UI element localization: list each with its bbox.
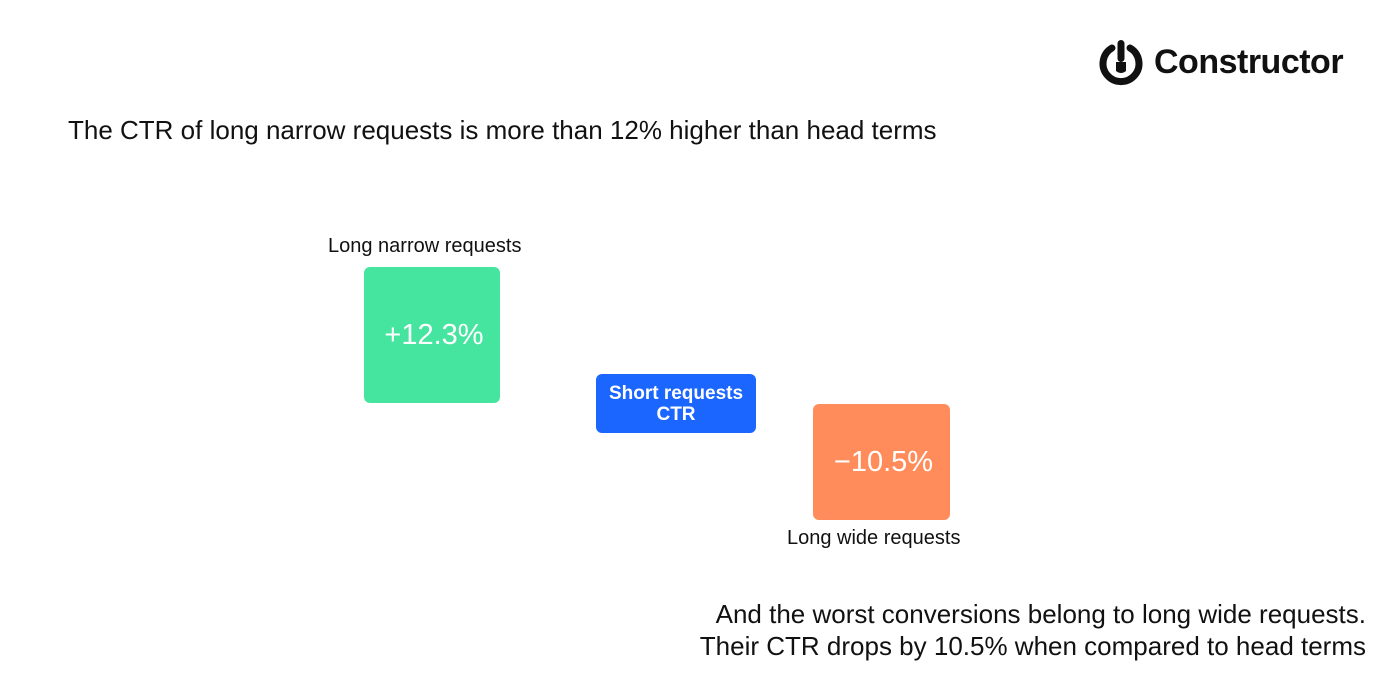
long-narrow-value: +12.3% <box>384 318 484 351</box>
long-wide-value: −10.5% <box>833 445 934 478</box>
footer-line-1: And the worst conversions belong to long… <box>715 599 1366 629</box>
short-requests-box: Short requests CTR <box>596 374 756 433</box>
footer-note: And the worst conversions belong to long… <box>700 598 1366 662</box>
headline: The CTR of long narrow requests is more … <box>68 115 937 145</box>
long-wide-box: −10.5% <box>813 404 950 520</box>
short-requests-line2: CTR <box>656 403 696 425</box>
short-requests-line1: Short requests <box>608 382 744 404</box>
long-narrow-label: Long narrow requests <box>328 235 522 257</box>
footer-line-2: Their CTR drops by 10.5% when compared t… <box>699 631 1366 661</box>
power-icon <box>1099 40 1143 86</box>
logo-text: Constructor <box>1154 43 1344 81</box>
long-narrow-box: +12.3% <box>364 267 500 403</box>
long-wide-label: Long wide requests <box>787 527 961 549</box>
brand-logo: Constructor <box>1098 38 1344 86</box>
